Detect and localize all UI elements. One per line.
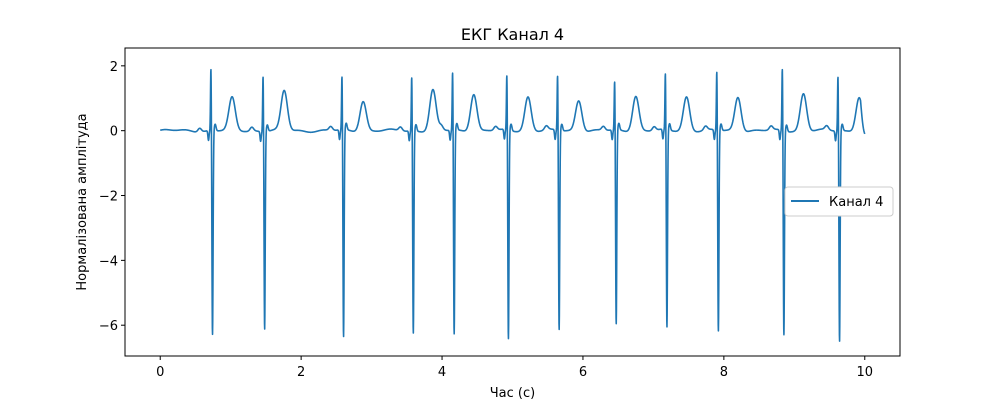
ecg-line-channel-4 [159,68,866,342]
y-tick-label: −4 [99,254,118,269]
x-tick-label: 0 [156,365,164,380]
x-tick-label: 6 [579,365,587,380]
legend-label: Канал 4 [829,195,883,210]
plot-frame [124,47,901,357]
legend-box [784,186,894,217]
x-tick-label: 2 [297,365,305,380]
y-tick-label: 0 [110,125,118,140]
y-tick-label: −6 [99,319,118,334]
y-tick-label: 2 [110,60,118,75]
legend: Канал 4 [784,186,894,217]
plot-area [125,48,900,356]
y-tick-label: −2 [99,190,118,205]
x-tick-label: 4 [438,365,446,380]
x-axis: 0 2 4 6 8 10 [156,356,873,380]
x-axis-label: Час (с) [490,386,535,400]
y-axis-label: Нормалізована амплітуда [75,113,90,290]
x-tick-label: 8 [720,365,728,380]
x-tick-label: 10 [856,365,873,380]
y-axis: 2 0 −2 −4 −6 [99,60,125,334]
chart-title: ЕКГ Канал 4 [461,25,564,44]
plot-series-group [159,68,866,342]
